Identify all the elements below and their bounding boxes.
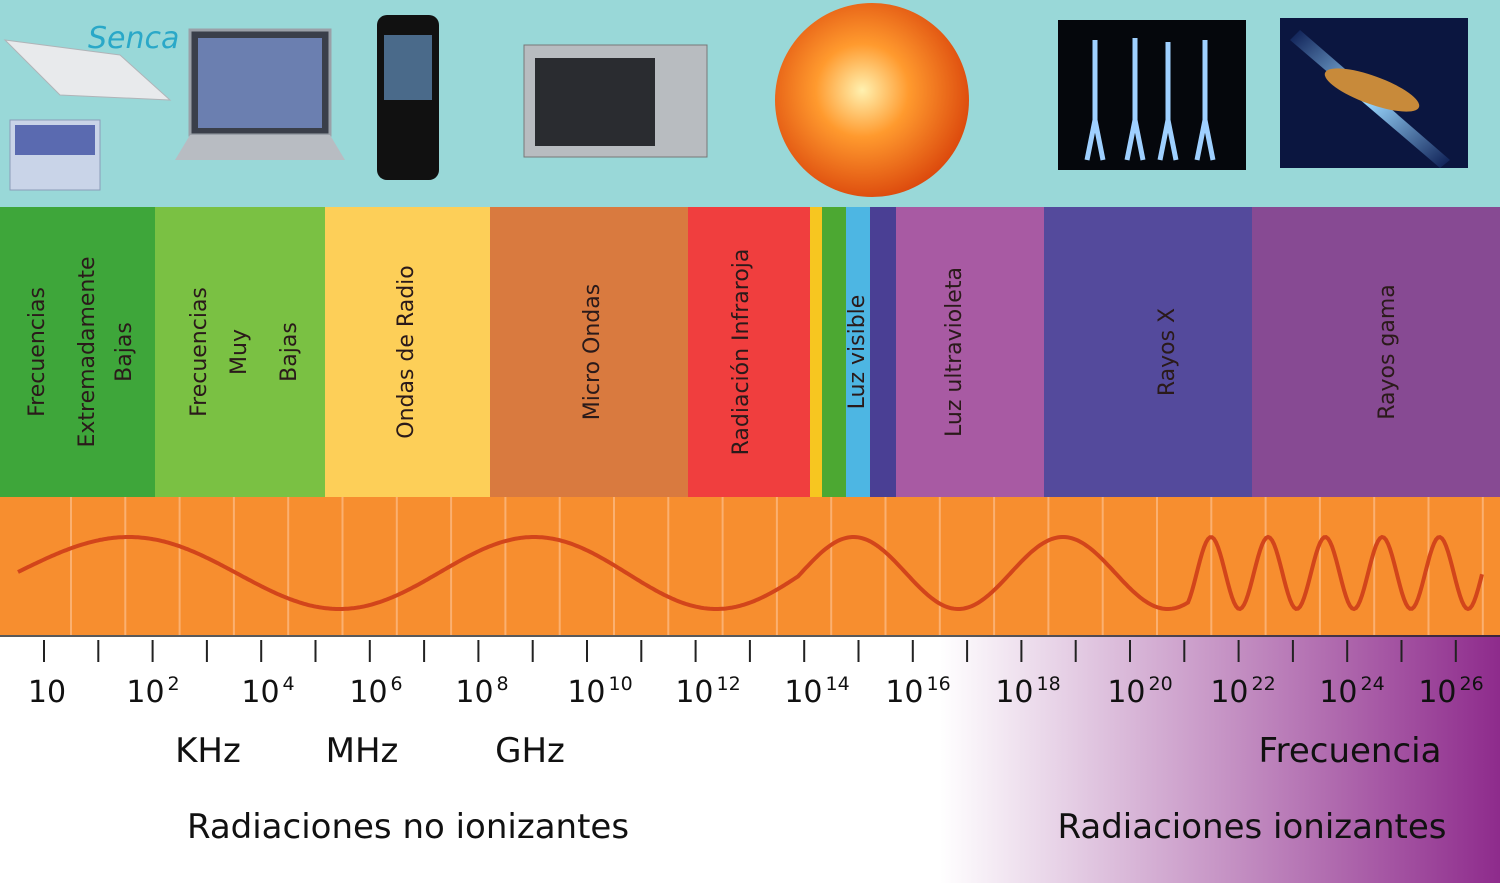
tick-exponent: 2 <box>168 673 180 695</box>
tick-base: 10 <box>995 675 1033 710</box>
tick-exponent: 6 <box>391 673 403 695</box>
tick-base: 10 <box>675 675 713 710</box>
tick-label: 10 22 <box>1210 673 1275 710</box>
tick-label: 10 4 <box>241 673 294 710</box>
band <box>870 207 896 497</box>
tick-base: 10 <box>567 675 605 710</box>
tick-base: 10 <box>1319 675 1357 710</box>
bands <box>0 207 1500 497</box>
tick-exponent: 14 <box>826 673 850 695</box>
tick-label: 10 18 <box>995 673 1060 710</box>
tick-exponent: 4 <box>283 673 295 695</box>
band <box>155 207 325 497</box>
unit-label: KHz <box>175 731 241 771</box>
band-label: Rayos gama <box>1375 284 1400 420</box>
tick-base: 10 <box>455 675 493 710</box>
tick-exponent: 26 <box>1460 673 1484 695</box>
wave-strip <box>0 497 1500 635</box>
band <box>846 207 870 497</box>
tick-label: 10 10 <box>567 673 632 710</box>
tick-label: 10 2 <box>126 673 179 710</box>
band <box>1044 207 1252 497</box>
wave <box>17 534 1484 612</box>
region-label: Radiaciones no ionizantes <box>187 807 629 847</box>
tick-label: 10 24 <box>1319 673 1384 710</box>
band-label: Frecuencias <box>187 287 212 417</box>
tick-base: 10 <box>784 675 822 710</box>
region-label: Radiaciones ionizantes <box>1058 807 1447 847</box>
unit-label: GHz <box>495 731 565 771</box>
tick-exponent: 12 <box>717 673 741 695</box>
band-label: Radiación Infraroja <box>729 249 754 456</box>
band <box>896 207 1044 497</box>
logo: Senca <box>88 21 179 56</box>
band <box>822 207 846 497</box>
band-label: Luz visible <box>845 295 870 410</box>
band-label: Rayos X <box>1155 308 1180 396</box>
tick-exponent: 24 <box>1361 673 1385 695</box>
mattress-device <box>3 39 172 191</box>
tick-base: 10 <box>241 675 279 710</box>
phone <box>377 15 439 180</box>
band <box>1252 207 1500 497</box>
tick-base: 10 <box>1418 675 1456 710</box>
band-label: Ondas de Radio <box>394 265 419 438</box>
tick-exponent: 16 <box>927 673 951 695</box>
tick-label: 10 12 <box>675 673 740 710</box>
ionizing-region <box>940 635 1500 883</box>
galaxy <box>1280 18 1468 168</box>
band-label: Extremadamente <box>75 256 100 447</box>
tick-exponent: 10 <box>609 673 633 695</box>
band <box>325 207 490 497</box>
tick-label: 10 <box>28 675 66 710</box>
band <box>0 207 155 497</box>
tick-exponent: 18 <box>1037 673 1061 695</box>
tick-label: 10 8 <box>455 673 508 710</box>
band <box>810 207 822 497</box>
tick-base: 10 <box>885 675 923 710</box>
tick-label: 10 20 <box>1107 673 1172 710</box>
sun <box>775 3 969 197</box>
tick-base: 10 <box>1210 675 1248 710</box>
unit-label: MHz <box>326 731 399 771</box>
band-label: Micro Ondas <box>580 284 605 420</box>
band-label: Bajas <box>277 322 302 382</box>
labels: Frecuencias Extremadamente Bajas Frecuencia… <box>25 249 1484 847</box>
laptop <box>175 28 345 160</box>
wave-grid <box>70 497 1484 635</box>
tick-label: 10 26 <box>1418 673 1483 710</box>
xray <box>1058 20 1246 170</box>
tick-label: 10 16 <box>885 673 950 710</box>
axis-label: Frecuencia <box>1259 731 1442 771</box>
band <box>688 207 810 497</box>
band <box>490 207 688 497</box>
band-label: Muy <box>227 329 252 375</box>
microwave <box>523 44 708 158</box>
band-label: Bajas <box>112 322 137 382</box>
tick-label: 10 6 <box>349 673 402 710</box>
tick-base: 10 <box>349 675 387 710</box>
band-label: Luz ultravioleta <box>942 267 967 437</box>
tick-base: 10 <box>1107 675 1145 710</box>
tick-exponent: 8 <box>497 673 509 695</box>
tick-exponent: 20 <box>1149 673 1173 695</box>
band-label: Frecuencias <box>25 287 50 417</box>
tick-base: 10 <box>28 675 66 710</box>
tick-base: 10 <box>126 675 164 710</box>
tick-label: 10 14 <box>784 673 849 710</box>
tick-marks <box>43 640 1457 662</box>
tick-exponent: 22 <box>1252 673 1276 695</box>
